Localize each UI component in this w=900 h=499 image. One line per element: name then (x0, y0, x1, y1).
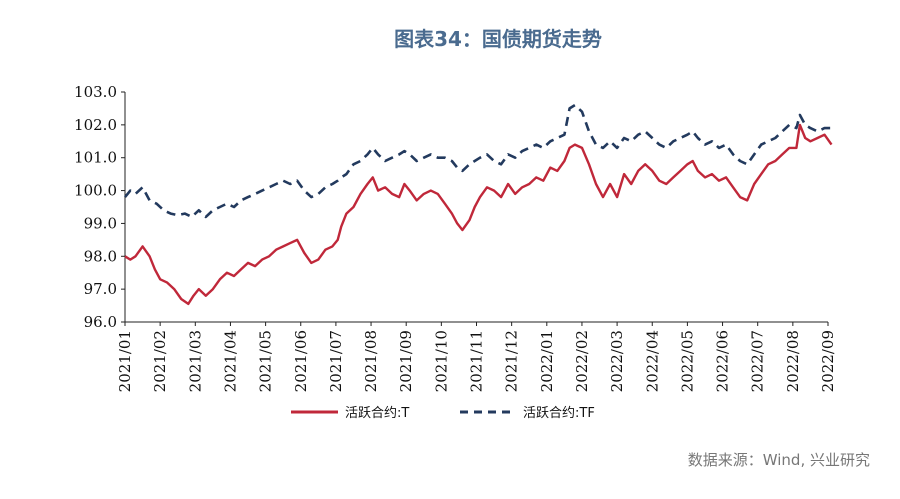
x-axis: 2021/01 2021/02 2021/03 2021/04 2021/05 2021/… (116, 321, 837, 392)
x-tick-label: 2022/03 (608, 330, 626, 392)
series-line-t (124, 123, 833, 306)
y-axis: 96.0 97.0 98.0 99.0 100.0 101.0 102.0 103.0 (74, 83, 126, 331)
legend-label-t: 活跃合约:T (345, 406, 409, 421)
x-tick-label: 2021/02 (151, 330, 169, 392)
x-tick-label: 2022/04 (643, 330, 661, 392)
source-note: 数据来源：Wind, 兴业研究 (688, 451, 870, 469)
y-tick-label: 100.0 (74, 182, 117, 200)
x-tick-label: 2022/08 (784, 330, 802, 392)
y-tick-label: 97.0 (84, 280, 117, 298)
chart-title: 图表34：国债期货走势 (394, 27, 602, 51)
x-tick-label: 2022/09 (819, 330, 837, 392)
x-tick-label: 2021/03 (186, 330, 204, 392)
series-line-tf (123, 103, 832, 219)
x-tick-label: 2021/11 (468, 330, 486, 392)
y-tick-label: 102.0 (74, 116, 117, 134)
x-tick-label: 2021/07 (327, 330, 345, 392)
x-tick-label: 2021/10 (432, 330, 450, 392)
x-tick-label: 2021/05 (257, 330, 275, 392)
x-tick-label: 2021/08 (362, 330, 380, 392)
x-tick-label: 2022/01 (538, 330, 556, 392)
y-tick-label: 96.0 (84, 313, 117, 331)
series-layer (123, 103, 833, 306)
y-tick-label: 98.0 (84, 247, 117, 265)
legend-label-tf: 活跃合约:TF (523, 406, 595, 421)
x-tick-label: 2021/01 (116, 330, 134, 392)
y-tick-label: 103.0 (74, 83, 117, 101)
y-tick-label: 101.0 (74, 149, 117, 167)
legend: 活跃合约:T 活跃合约:TF (291, 406, 595, 421)
x-tick-label: 2021/09 (397, 330, 415, 392)
x-tick-label: 2022/07 (749, 330, 767, 392)
y-tick-label: 99.0 (84, 214, 117, 232)
x-tick-label: 2022/02 (573, 330, 591, 392)
x-tick-label: 2021/04 (221, 330, 239, 392)
x-tick-label: 2022/05 (678, 330, 696, 392)
x-tick-label: 2021/06 (292, 330, 310, 392)
x-tick-label: 2022/06 (714, 330, 732, 392)
x-tick-label: 2021/12 (503, 330, 521, 392)
